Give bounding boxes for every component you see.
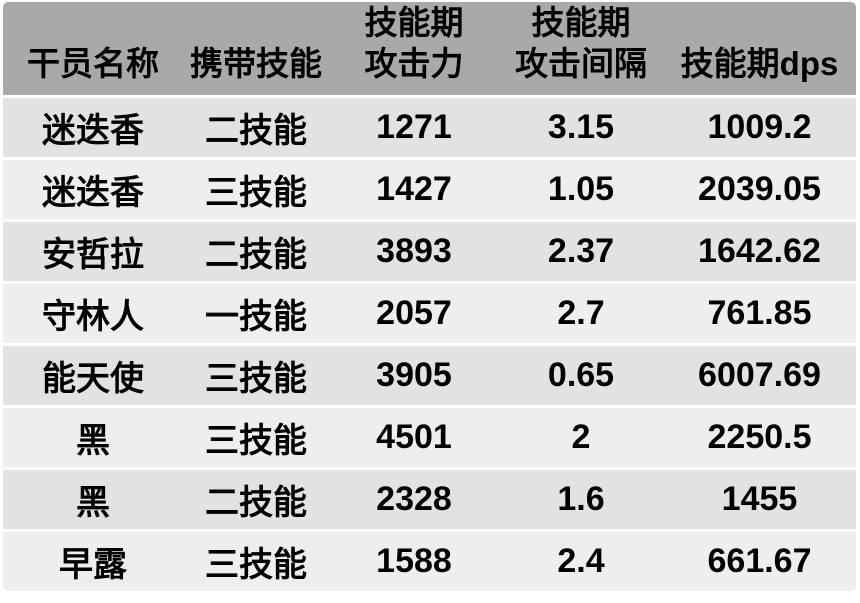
cell-carried-skill: 二技能 — [183, 95, 329, 157]
cell-skill-dps: 661.67 — [663, 529, 856, 591]
cell-operator-name: 能天使 — [3, 343, 183, 405]
column-header-skill-attack-interval: 技能期 攻击间隔 — [499, 2, 663, 95]
cell-skill-attack: 1427 — [329, 157, 499, 219]
cell-carried-skill: 二技能 — [183, 467, 329, 529]
cell-skill-attack-interval: 0.65 — [499, 343, 663, 405]
cell-skill-dps: 1642.62 — [663, 219, 856, 281]
cell-skill-attack-interval: 1.6 — [499, 467, 663, 529]
cell-operator-name: 黑 — [3, 467, 183, 529]
cell-skill-attack-interval: 2 — [499, 405, 663, 467]
cell-skill-attack: 3905 — [329, 343, 499, 405]
cell-carried-skill: 三技能 — [183, 157, 329, 219]
cell-operator-name: 早露 — [3, 529, 183, 591]
cell-operator-name: 黑 — [3, 405, 183, 467]
cell-skill-attack: 2057 — [329, 281, 499, 343]
table-row: 安哲拉 二技能 3893 2.37 1642.62 — [3, 219, 856, 281]
cell-skill-attack-interval: 1.05 — [499, 157, 663, 219]
cell-carried-skill: 三技能 — [183, 529, 329, 591]
cell-operator-name: 安哲拉 — [3, 219, 183, 281]
cell-skill-attack: 3893 — [329, 219, 499, 281]
table-row: 黑三技能 4501 2 2250.5 — [3, 405, 856, 467]
cell-skill-attack: 2328 — [329, 467, 499, 529]
cell-skill-attack: 4501 — [329, 405, 499, 467]
cell-skill-dps: 761.85 — [663, 281, 856, 343]
column-header-carried-skill: 携带技能 — [183, 2, 329, 95]
cell-skill-attack-interval: 2.4 — [499, 529, 663, 591]
table-row: 早露 三技能 1588 2.4 661.67 — [3, 529, 856, 591]
cell-skill-attack-interval: 3.15 — [499, 95, 663, 157]
cell-skill-dps: 6007.69 — [663, 343, 856, 405]
cell-skill-attack-interval: 2.7 — [499, 281, 663, 343]
cell-operator-name: 守林人 — [3, 281, 183, 343]
dps-table-container: 干员名称 携带技能 技能期 攻击力 技能期 攻击间隔 技能期dps 迷迭香 二技能 1271… — [3, 2, 856, 591]
cell-skill-attack-interval: 2.37 — [499, 219, 663, 281]
cell-skill-dps: 1009.2 — [663, 95, 856, 157]
table-row: 黑二技能 2328 1.6 1455 — [3, 467, 856, 529]
table-body: 迷迭香 二技能 1271 3.15 1009.2 迷迭香 三技能 1427 1.05 2039.0… — [3, 95, 856, 591]
cell-carried-skill: 三技能 — [183, 405, 329, 467]
table-row: 迷迭香 三技能 1427 1.05 2039.05 — [3, 157, 856, 219]
column-header-skill-attack: 技能期 攻击力 — [329, 2, 499, 95]
column-header-operator-name: 干员名称 — [3, 2, 183, 95]
cell-carried-skill: 三技能 — [183, 343, 329, 405]
cell-operator-name: 迷迭香 — [3, 95, 183, 157]
table-row: 能天使 三技能 3905 0.65 6007.69 — [3, 343, 856, 405]
cell-skill-attack: 1588 — [329, 529, 499, 591]
cell-skill-dps: 2250.5 — [663, 405, 856, 467]
table-row: 守林人 一技能 2057 2.7 761.85 — [3, 281, 856, 343]
operator-dps-table: 干员名称 携带技能 技能期 攻击力 技能期 攻击间隔 技能期dps 迷迭香 二技能 1271… — [3, 2, 856, 591]
cell-skill-attack: 1271 — [329, 95, 499, 157]
column-header-skill-dps: 技能期dps — [663, 2, 856, 95]
table-row: 迷迭香 二技能 1271 3.15 1009.2 — [3, 95, 856, 157]
header-row: 干员名称 携带技能 技能期 攻击力 技能期 攻击间隔 技能期dps — [3, 2, 856, 95]
cell-skill-dps: 2039.05 — [663, 157, 856, 219]
cell-carried-skill: 二技能 — [183, 219, 329, 281]
cell-carried-skill: 一技能 — [183, 281, 329, 343]
cell-operator-name: 迷迭香 — [3, 157, 183, 219]
cell-skill-dps: 1455 — [663, 467, 856, 529]
